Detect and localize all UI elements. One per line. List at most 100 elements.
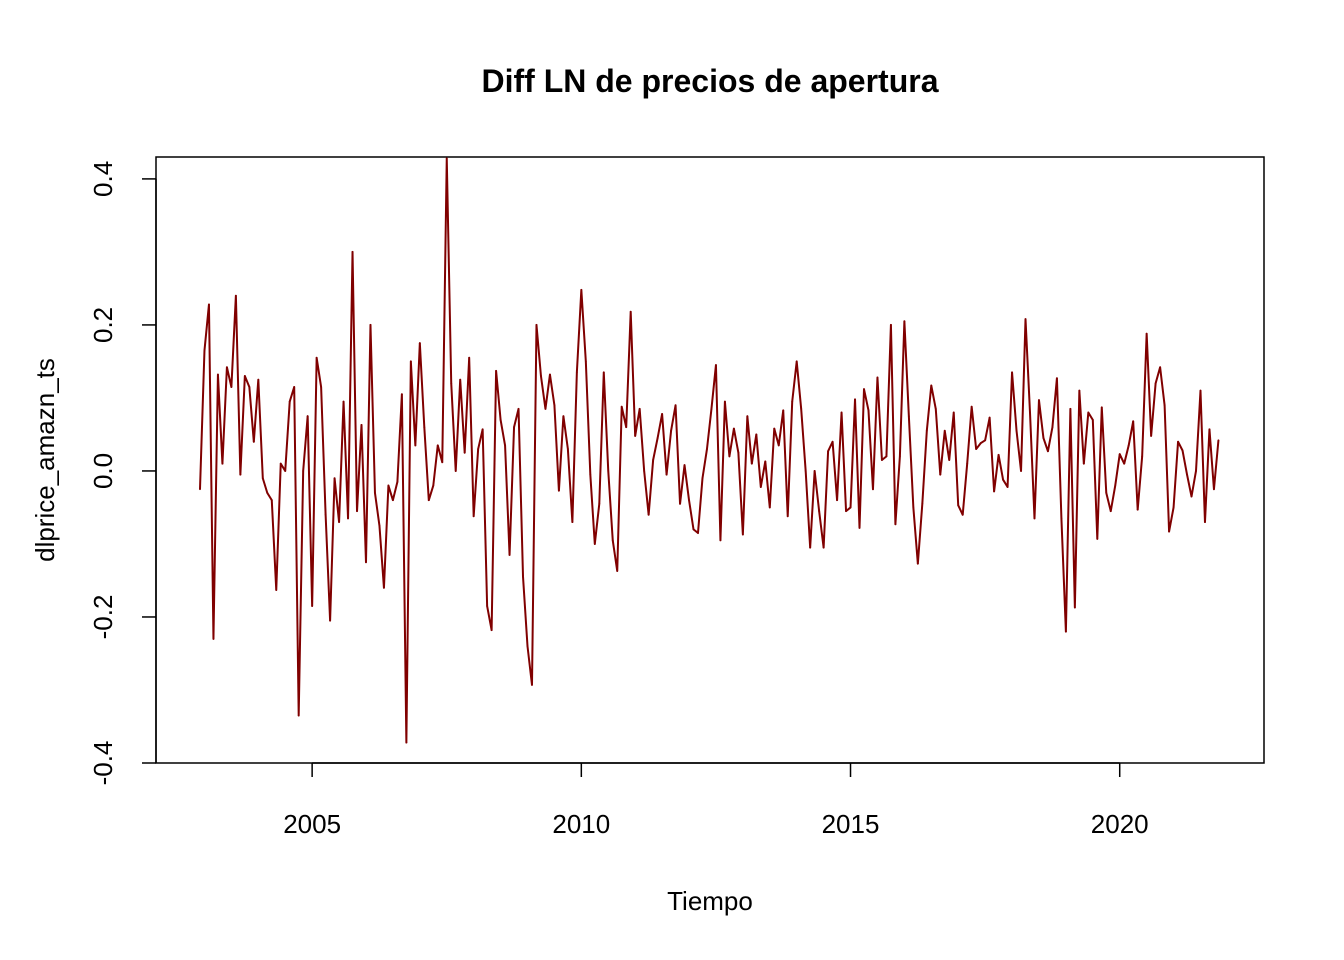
chart-title: Diff LN de precios de apertura bbox=[482, 63, 939, 99]
data-point bbox=[284, 470, 287, 472]
data-point bbox=[400, 393, 403, 396]
data-point bbox=[1163, 404, 1166, 407]
data-point bbox=[396, 481, 399, 483]
x-tick-label: 2015 bbox=[822, 809, 880, 839]
data-point bbox=[252, 440, 255, 443]
data-point bbox=[486, 605, 489, 607]
data-point bbox=[643, 470, 646, 472]
data-point bbox=[1096, 537, 1099, 540]
y-axis-label: dlprice_amazn_ts bbox=[30, 358, 60, 562]
data-point bbox=[472, 515, 475, 518]
data-point bbox=[320, 386, 323, 388]
data-point bbox=[858, 527, 861, 529]
data-point bbox=[984, 439, 987, 442]
data-point bbox=[961, 513, 964, 516]
data-point bbox=[270, 499, 273, 502]
data-point bbox=[217, 373, 219, 376]
data-point bbox=[715, 364, 717, 366]
data-point bbox=[1064, 630, 1067, 633]
data-point bbox=[1217, 439, 1220, 442]
data-point bbox=[1141, 455, 1144, 458]
data-point bbox=[827, 450, 829, 453]
data-point bbox=[881, 459, 883, 461]
data-point bbox=[531, 683, 533, 686]
data-point bbox=[212, 637, 215, 640]
data-point bbox=[378, 524, 381, 527]
data-point bbox=[764, 460, 767, 463]
data-point bbox=[1109, 510, 1112, 513]
data-point bbox=[261, 477, 264, 480]
data-point bbox=[1213, 488, 1215, 491]
data-point bbox=[562, 415, 565, 418]
data-point bbox=[1020, 470, 1022, 472]
data-point bbox=[490, 629, 493, 632]
data-point bbox=[463, 451, 466, 454]
data-point bbox=[876, 376, 879, 379]
data-point bbox=[1150, 435, 1153, 437]
data-point bbox=[777, 444, 780, 447]
data-point bbox=[293, 386, 296, 388]
data-point bbox=[1190, 495, 1193, 498]
data-point bbox=[365, 561, 367, 564]
data-point bbox=[221, 462, 224, 465]
data-point bbox=[692, 528, 695, 531]
data-point bbox=[791, 400, 794, 403]
data-point bbox=[1159, 366, 1162, 369]
data-point bbox=[324, 513, 327, 516]
data-point bbox=[988, 416, 991, 419]
data-point bbox=[957, 504, 960, 507]
data-point bbox=[347, 517, 349, 520]
data-point bbox=[257, 378, 260, 381]
data-point bbox=[939, 473, 942, 476]
data-point bbox=[688, 499, 690, 502]
data-point bbox=[930, 384, 933, 387]
data-point bbox=[822, 546, 825, 549]
data-point bbox=[383, 586, 385, 589]
data-point bbox=[266, 491, 269, 494]
data-point bbox=[948, 459, 951, 461]
data-point bbox=[432, 484, 435, 487]
data-point bbox=[679, 502, 681, 505]
data-point bbox=[513, 426, 515, 429]
data-point bbox=[1082, 462, 1085, 465]
data-point bbox=[620, 405, 623, 408]
plot-frame bbox=[155, 156, 1265, 764]
data-point bbox=[966, 462, 969, 465]
data-point bbox=[800, 407, 803, 410]
data-point bbox=[670, 429, 672, 432]
data-point bbox=[1172, 506, 1175, 509]
data-point bbox=[719, 539, 722, 542]
data-point bbox=[544, 407, 547, 410]
data-point bbox=[616, 570, 619, 572]
data-point bbox=[288, 400, 291, 403]
data-point bbox=[845, 510, 847, 513]
data-point bbox=[243, 375, 246, 377]
data-point bbox=[795, 360, 798, 363]
data-point bbox=[356, 510, 358, 513]
data-point bbox=[226, 366, 228, 369]
data-point bbox=[867, 409, 870, 412]
data-point bbox=[392, 499, 394, 502]
data-point bbox=[647, 513, 650, 516]
data-point bbox=[566, 448, 569, 450]
data-point bbox=[1024, 318, 1027, 320]
data-point bbox=[674, 404, 677, 407]
data-point bbox=[652, 459, 655, 461]
data-point bbox=[508, 554, 511, 556]
data-point bbox=[1029, 411, 1031, 414]
data-point bbox=[1051, 426, 1054, 429]
data-point bbox=[849, 506, 852, 509]
data-point bbox=[1127, 444, 1130, 447]
data-point bbox=[890, 324, 892, 326]
data-point bbox=[598, 502, 601, 505]
data-point bbox=[1011, 371, 1013, 374]
data-point bbox=[477, 448, 480, 450]
data-point bbox=[697, 532, 699, 534]
data-point bbox=[1154, 382, 1157, 385]
data-point bbox=[203, 349, 206, 352]
data-point bbox=[333, 477, 336, 480]
data-point bbox=[445, 157, 448, 160]
data-point bbox=[975, 448, 978, 450]
x-axis-label: Tiempo bbox=[667, 886, 753, 916]
